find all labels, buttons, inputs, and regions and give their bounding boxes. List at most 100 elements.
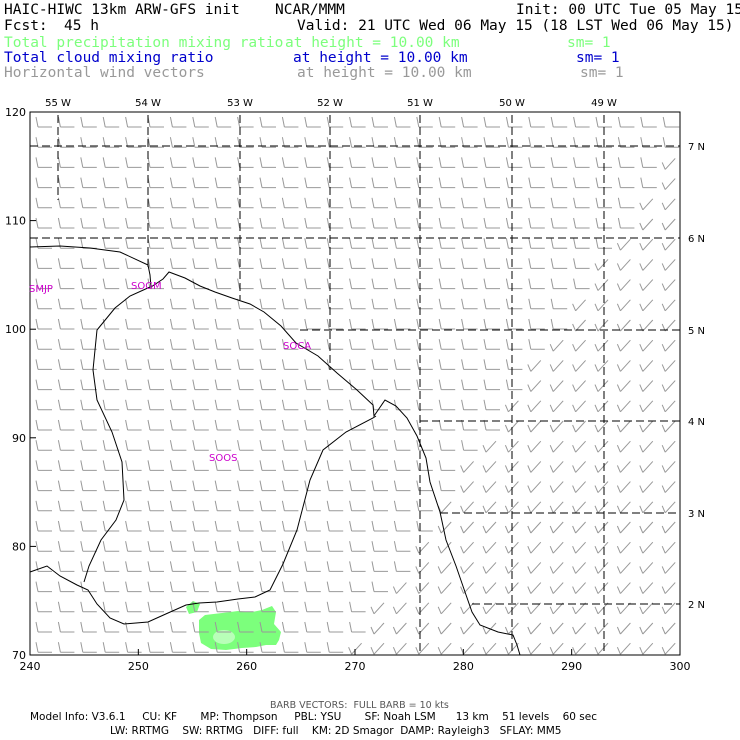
wind-barb <box>214 581 232 593</box>
wind-barb <box>237 177 254 189</box>
wind-barb <box>35 177 52 189</box>
wind-barb <box>371 561 388 572</box>
wind-barb <box>125 561 142 572</box>
wind-barb <box>371 399 388 411</box>
wind-barb <box>549 400 564 413</box>
wind-barb <box>461 278 478 290</box>
wind-barb <box>259 601 276 613</box>
wind-barb <box>125 379 142 391</box>
wind-barbs <box>35 116 680 655</box>
x-axis-ticks: 240 250 260 270 280 290 300 <box>20 649 691 673</box>
wind-barb <box>661 582 676 594</box>
wind-barb <box>147 399 164 411</box>
wind-barb <box>460 541 474 554</box>
wind-barb <box>304 379 321 391</box>
interior-border <box>83 286 151 583</box>
wind-barb <box>237 197 254 209</box>
wind-barb <box>57 258 75 269</box>
wind-barb <box>125 500 142 512</box>
wind-barb <box>461 177 478 189</box>
wind-barb <box>237 359 254 370</box>
wind-barb <box>35 440 52 451</box>
wind-barb <box>594 501 609 514</box>
wind-barb <box>616 299 631 312</box>
wind-barb <box>214 238 232 249</box>
wind-barb <box>125 601 142 613</box>
wind-barb <box>259 217 276 229</box>
wind-barb <box>281 480 299 492</box>
wind-barb <box>237 116 254 128</box>
wind-barb <box>527 420 542 433</box>
wind-barb <box>237 258 254 269</box>
wind-barb <box>125 480 142 492</box>
wind-barb <box>349 500 366 512</box>
x-tick-label: 280 <box>453 660 474 673</box>
wind-barb <box>169 137 187 148</box>
wind-barb <box>594 360 609 372</box>
wind-barb <box>259 419 276 431</box>
wind-barb <box>594 259 609 271</box>
wind-barb <box>550 298 568 310</box>
wind-barb <box>35 419 52 431</box>
wind-barb <box>393 379 411 391</box>
wind-barb <box>80 298 97 310</box>
station-soos: SOOS <box>209 453 237 464</box>
wind-barb <box>438 217 456 229</box>
wind-barb <box>528 137 545 148</box>
wind-barb <box>349 177 366 189</box>
wind-barb <box>594 380 609 392</box>
wind-barb <box>281 460 299 471</box>
wind-barb <box>214 561 232 572</box>
wind-barb <box>371 258 388 269</box>
wind-barb <box>259 520 276 532</box>
wind-barb <box>594 400 609 413</box>
wind-barb <box>80 399 97 411</box>
wind-barb <box>617 217 635 229</box>
wind-barb <box>192 480 209 492</box>
wind-barb <box>326 621 344 633</box>
wind-barb <box>214 278 232 290</box>
wind-barb <box>616 440 631 453</box>
wind-barb <box>661 299 676 312</box>
wind-barb <box>147 561 164 572</box>
wind-barb <box>416 116 433 128</box>
wind-barb <box>572 481 586 493</box>
y-axis-ticks: 70 80 90 100 110 120 <box>5 106 36 662</box>
org-label: NCAR/MMM <box>275 2 345 18</box>
wind-barb <box>80 480 97 492</box>
wind-barb <box>639 461 654 473</box>
wind-barb <box>416 258 433 269</box>
wind-barb <box>349 561 366 572</box>
wind-barb <box>371 217 388 229</box>
wind-barb <box>326 258 344 269</box>
wind-barb <box>349 298 366 310</box>
model-title: HAIC-HIWC 13km ARW-GFS init <box>4 2 240 18</box>
wind-barb <box>527 521 542 534</box>
wind-barb <box>102 177 120 189</box>
wind-barb <box>57 520 75 532</box>
x-tick-label: 260 <box>236 660 257 673</box>
wind-barb <box>192 460 209 471</box>
wind-barb <box>416 278 433 290</box>
wind-barb <box>125 318 142 330</box>
wind-barb <box>416 480 433 492</box>
wind-barb <box>505 318 523 330</box>
wind-barb <box>57 601 75 613</box>
wind-barb <box>57 541 75 552</box>
wind-barb <box>147 137 164 148</box>
wind-barb <box>573 197 590 209</box>
wind-barb <box>437 642 452 655</box>
wind-barb <box>461 238 478 249</box>
wind-barb <box>326 116 344 128</box>
wind-barb <box>304 238 321 249</box>
wind-barb <box>125 339 142 350</box>
wind-barb <box>527 481 542 493</box>
wind-barb <box>326 642 344 653</box>
wind-barb <box>504 440 519 453</box>
wind-barb <box>169 258 187 269</box>
wind-barb <box>594 461 609 473</box>
wind-barb <box>483 197 500 209</box>
wind-barb <box>259 581 276 593</box>
wind-field-smoothing: sm= 1 <box>580 65 624 81</box>
wind-barb <box>527 582 542 594</box>
